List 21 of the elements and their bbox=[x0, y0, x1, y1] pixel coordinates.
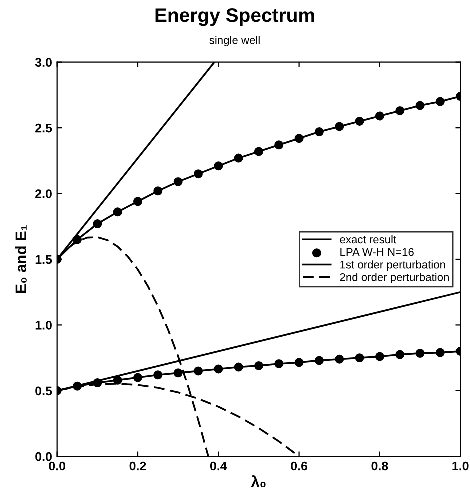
y-axis-title: E₀ and E₁ bbox=[15, 225, 27, 294]
x-tick-label: 1.0 bbox=[452, 462, 469, 471]
x-axis-title: λ₀ bbox=[251, 476, 266, 488]
y-tick-label: 2.5 bbox=[36, 124, 52, 133]
x-tick-label: 0.8 bbox=[372, 462, 388, 471]
legend-label: LPA W-H N=16 bbox=[340, 248, 414, 256]
x-tick-label: 0.6 bbox=[291, 462, 308, 471]
y-tick-label: 1.5 bbox=[36, 255, 52, 264]
legend-label: exact result bbox=[340, 235, 396, 244]
y-tick-label: 3.0 bbox=[35, 58, 52, 68]
legend-label: 1st order perturbation bbox=[340, 260, 446, 271]
y-tick-label: 1.0 bbox=[36, 321, 52, 330]
x-tick-label: 0.2 bbox=[130, 462, 146, 471]
x-tick-label: 0.4 bbox=[210, 462, 228, 471]
chart-subtitle: single well bbox=[210, 36, 260, 46]
y-tick-label: 0.0 bbox=[36, 452, 52, 462]
x-tick-label: 0.0 bbox=[49, 462, 66, 471]
legend-label: 2nd order perturbation bbox=[340, 273, 449, 284]
y-tick-label: 2.0 bbox=[36, 190, 52, 198]
chart-title: Energy Spectrum bbox=[156, 8, 314, 26]
y-tick-label: 0.5 bbox=[36, 386, 52, 396]
